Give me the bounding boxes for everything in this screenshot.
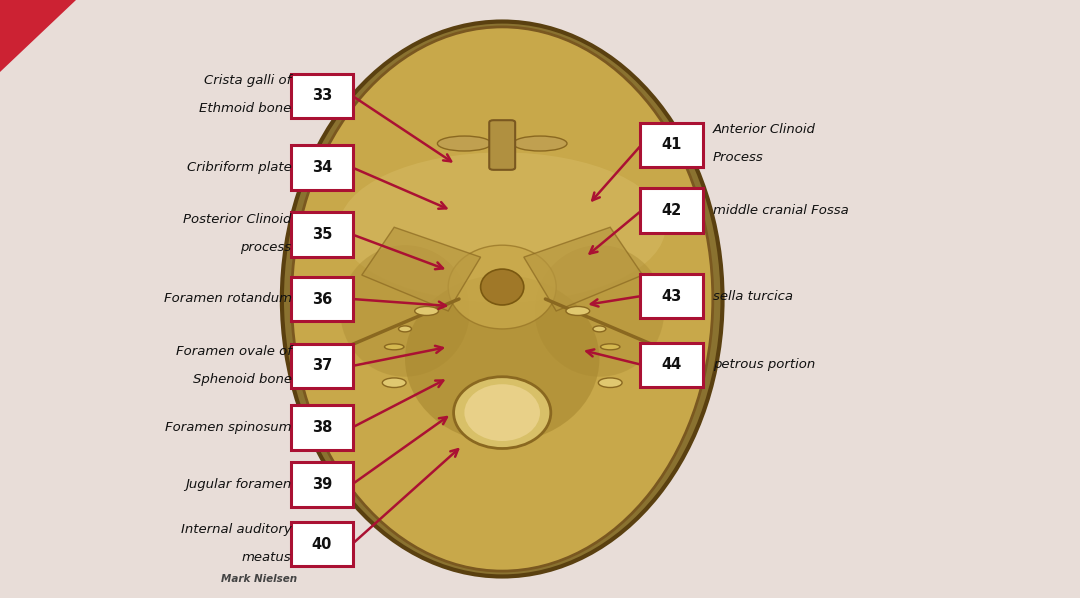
Text: Mark Nielsen: Mark Nielsen bbox=[221, 574, 297, 584]
Text: 41: 41 bbox=[662, 137, 681, 152]
Text: petrous portion: petrous portion bbox=[713, 358, 815, 371]
Ellipse shape bbox=[382, 378, 406, 388]
Text: Internal auditory: Internal auditory bbox=[180, 523, 292, 536]
FancyBboxPatch shape bbox=[291, 277, 353, 321]
Text: Anterior Clinoid: Anterior Clinoid bbox=[713, 123, 815, 136]
Ellipse shape bbox=[600, 344, 620, 350]
Text: 38: 38 bbox=[312, 420, 332, 435]
Polygon shape bbox=[362, 227, 481, 311]
Text: process: process bbox=[241, 241, 292, 254]
Text: 34: 34 bbox=[312, 160, 332, 175]
Text: Cribriform plate: Cribriform plate bbox=[187, 161, 292, 174]
Ellipse shape bbox=[448, 245, 556, 329]
FancyBboxPatch shape bbox=[291, 145, 353, 190]
Ellipse shape bbox=[464, 385, 540, 441]
Ellipse shape bbox=[282, 22, 723, 576]
Ellipse shape bbox=[535, 245, 664, 377]
Text: Foramen spinosum: Foramen spinosum bbox=[165, 421, 292, 434]
FancyBboxPatch shape bbox=[291, 74, 353, 118]
Ellipse shape bbox=[340, 245, 470, 377]
Ellipse shape bbox=[513, 136, 567, 151]
Text: Process: Process bbox=[713, 151, 764, 164]
Text: sella turcica: sella turcica bbox=[713, 289, 793, 303]
Text: Sphenoid bone: Sphenoid bone bbox=[192, 373, 292, 386]
Text: Jugular foramen: Jugular foramen bbox=[186, 478, 292, 491]
Text: meatus: meatus bbox=[242, 551, 292, 564]
Ellipse shape bbox=[481, 269, 524, 305]
FancyBboxPatch shape bbox=[640, 123, 703, 167]
Ellipse shape bbox=[593, 326, 606, 332]
FancyBboxPatch shape bbox=[291, 522, 353, 566]
FancyBboxPatch shape bbox=[291, 405, 353, 450]
Ellipse shape bbox=[405, 275, 599, 443]
Text: Posterior Clinoid: Posterior Clinoid bbox=[184, 213, 292, 226]
Text: 43: 43 bbox=[662, 288, 681, 304]
Text: middle cranial Fossa: middle cranial Fossa bbox=[713, 204, 849, 217]
FancyBboxPatch shape bbox=[640, 343, 703, 387]
FancyBboxPatch shape bbox=[291, 462, 353, 507]
Text: 35: 35 bbox=[312, 227, 332, 242]
Text: Ethmoid bone: Ethmoid bone bbox=[200, 102, 292, 115]
Ellipse shape bbox=[415, 307, 438, 316]
Ellipse shape bbox=[339, 152, 665, 302]
FancyBboxPatch shape bbox=[489, 120, 515, 170]
Text: 36: 36 bbox=[312, 291, 332, 307]
Text: 37: 37 bbox=[312, 358, 332, 374]
Text: 44: 44 bbox=[662, 357, 681, 373]
Polygon shape bbox=[524, 227, 643, 311]
Ellipse shape bbox=[566, 307, 590, 316]
Text: 40: 40 bbox=[312, 536, 332, 552]
Ellipse shape bbox=[437, 136, 491, 151]
Ellipse shape bbox=[454, 377, 551, 448]
Ellipse shape bbox=[292, 27, 713, 571]
Text: 42: 42 bbox=[662, 203, 681, 218]
Ellipse shape bbox=[384, 344, 404, 350]
Polygon shape bbox=[0, 0, 76, 72]
FancyBboxPatch shape bbox=[640, 188, 703, 233]
Text: 39: 39 bbox=[312, 477, 332, 492]
FancyBboxPatch shape bbox=[291, 344, 353, 388]
Text: Foramen rotandum: Foramen rotandum bbox=[163, 292, 292, 306]
Text: 33: 33 bbox=[312, 88, 332, 103]
Text: Foramen ovale of: Foramen ovale of bbox=[176, 344, 292, 358]
Ellipse shape bbox=[399, 326, 411, 332]
FancyBboxPatch shape bbox=[640, 274, 703, 318]
FancyBboxPatch shape bbox=[291, 212, 353, 257]
Text: Crista galli of: Crista galli of bbox=[204, 74, 292, 87]
Ellipse shape bbox=[598, 378, 622, 388]
